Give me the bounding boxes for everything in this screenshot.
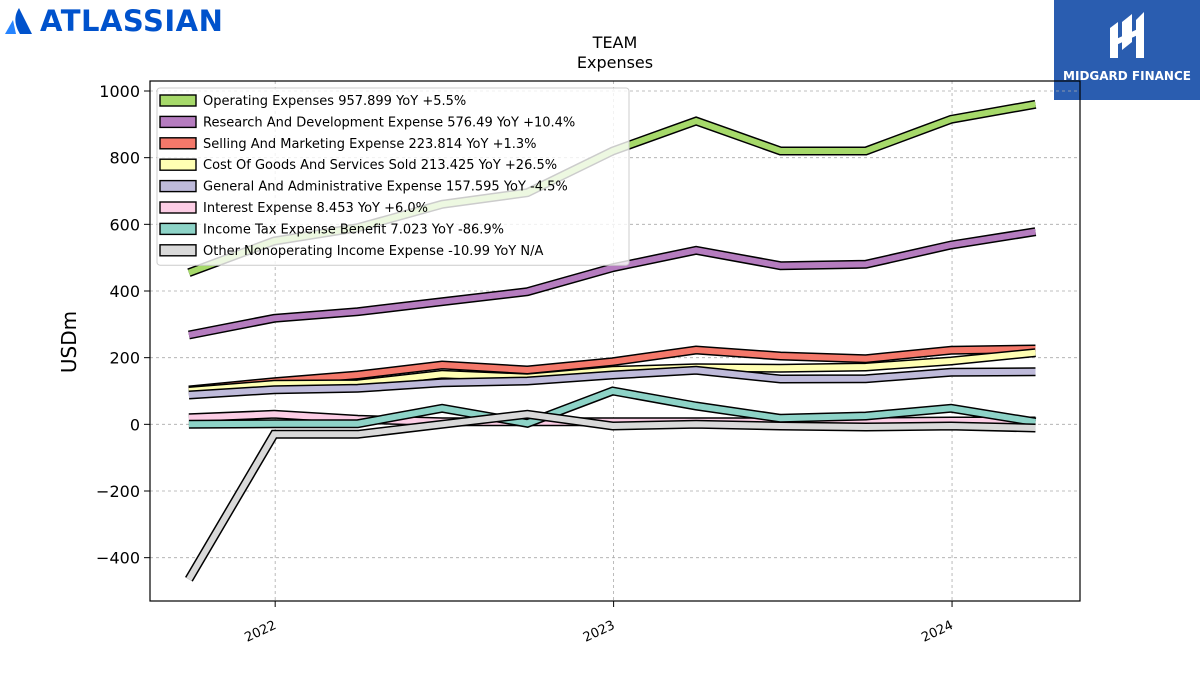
- chart-title: TEAM: [592, 33, 638, 52]
- midgard-finance-watermark: MIDGARD FINANCE: [1054, 0, 1200, 100]
- series-line: [188, 344, 1036, 395]
- y-axis-label: USDm: [57, 311, 81, 373]
- x-axis-ticks: 2022 2023 2024: [243, 601, 956, 646]
- legend-label: Income Tax Expense Benefit 7.023 YoY -86…: [203, 222, 504, 237]
- y-tick-label: −200: [96, 482, 140, 501]
- legend-entry: Research And Development Expense 576.49 …: [159, 115, 575, 130]
- legend-entry: Interest Expense 8.453 YoY +6.0%: [159, 201, 428, 216]
- legend-swatch: [159, 244, 197, 257]
- legend-entry: Operating Expenses 957.899 YoY +5.5%: [159, 94, 466, 109]
- legend-swatch: [159, 179, 197, 193]
- legend-label: Operating Expenses 957.899 YoY +5.5%: [203, 94, 466, 109]
- chart-subtitle: Expenses: [577, 53, 653, 72]
- watermark-name: MIDGARD FINANCE: [1063, 69, 1191, 83]
- atlassian-logo-icon: [5, 8, 32, 34]
- brand-header: ATLASSIAN: [4, 4, 223, 38]
- x-tick-label: 2023: [581, 618, 617, 646]
- legend-label: Interest Expense 8.453 YoY +6.0%: [203, 201, 428, 216]
- legend-swatch: [159, 201, 197, 214]
- y-tick-label: 0: [130, 415, 140, 434]
- series-line: [185, 409, 1036, 582]
- legend-entry: Cost Of Goods And Services Sold 213.425 …: [159, 158, 557, 173]
- legend-swatch: [159, 94, 197, 107]
- y-tick-label: 800: [109, 149, 140, 168]
- brand-name: ATLASSIAN: [40, 4, 224, 38]
- y-tick-label: 1000: [99, 82, 140, 101]
- legend-swatch: [159, 115, 197, 129]
- legend-label: Cost Of Goods And Services Sold 213.425 …: [203, 158, 557, 173]
- x-tick-label: 2024: [919, 618, 955, 646]
- legend-entry: Income Tax Expense Benefit 7.023 YoY -86…: [159, 222, 504, 237]
- x-tick-label: 2022: [243, 618, 279, 646]
- series-line: [188, 386, 1037, 429]
- legend-label: Research And Development Expense 576.49 …: [203, 115, 575, 130]
- y-tick-label: 600: [109, 215, 140, 234]
- y-tick-label: 400: [109, 282, 140, 301]
- legend-swatch: [159, 158, 197, 171]
- y-tick-label: 200: [109, 349, 140, 368]
- y-axis-ticks: 1000 800 600 400 200 0 −200 −400: [96, 82, 150, 568]
- legend-swatch: [159, 222, 197, 236]
- y-tick-label: −400: [96, 549, 140, 568]
- legend-entry: Selling And Marketing Expense 223.814 Yo…: [159, 137, 537, 152]
- legend-label: Selling And Marketing Expense 223.814 Yo…: [203, 137, 537, 152]
- midgard-logo-icon: [1110, 12, 1144, 58]
- legend-label: General And Administrative Expense 157.5…: [203, 180, 568, 195]
- series-line: [188, 348, 1036, 396]
- legend-label: Other Nonoperating Income Expense -10.99…: [203, 244, 543, 259]
- legend-box: [156, 87, 630, 266]
- series-line: [188, 227, 1037, 340]
- legend: Operating Expenses 957.899 YoY +5.5% Rese…: [156, 87, 630, 266]
- plot-frame: [149, 80, 1081, 602]
- series-line: [188, 365, 1036, 400]
- legend-entry: Other Nonoperating Income Expense -10.99…: [159, 244, 543, 259]
- legend-swatch: [159, 137, 197, 150]
- legend-entry: General And Administrative Expense 157.5…: [159, 179, 568, 195]
